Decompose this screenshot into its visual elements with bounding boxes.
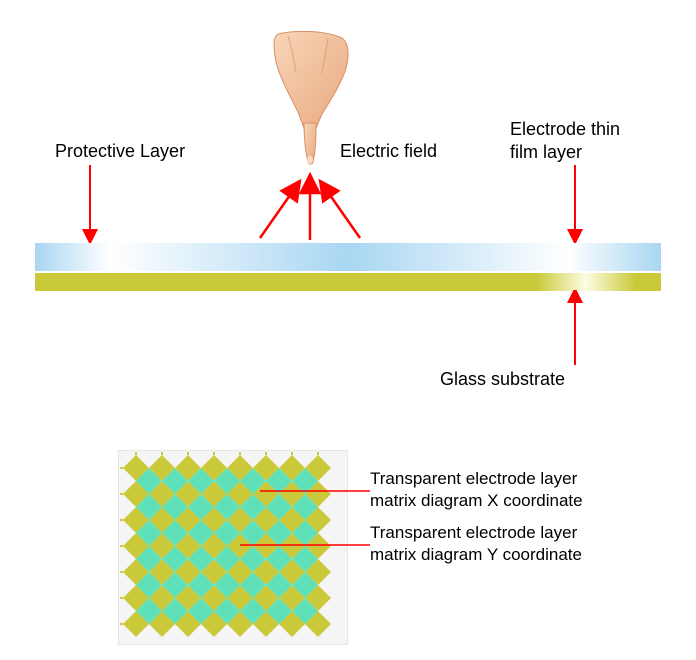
- label-protective: Protective Layer: [55, 140, 185, 163]
- arrow-protective: [70, 165, 130, 255]
- label-electric-field: Electric field: [340, 140, 437, 163]
- layer-protective: [35, 243, 661, 271]
- label-matrix-y: Transparent electrode layer matrix diagr…: [370, 522, 582, 566]
- label-glass-substrate: Glass substrate: [440, 368, 565, 391]
- label-electrode-thin: Electrode thin film layer: [510, 118, 620, 165]
- arrows-electric-field: [230, 168, 390, 248]
- layer-electrode-glass: [35, 273, 661, 291]
- arrow-matrix-y: [240, 525, 380, 575]
- label-matrix-x: Transparent electrode layer matrix diagr…: [370, 468, 583, 512]
- arrow-glass-substrate: [555, 290, 615, 380]
- arrow-matrix-x: [260, 481, 380, 501]
